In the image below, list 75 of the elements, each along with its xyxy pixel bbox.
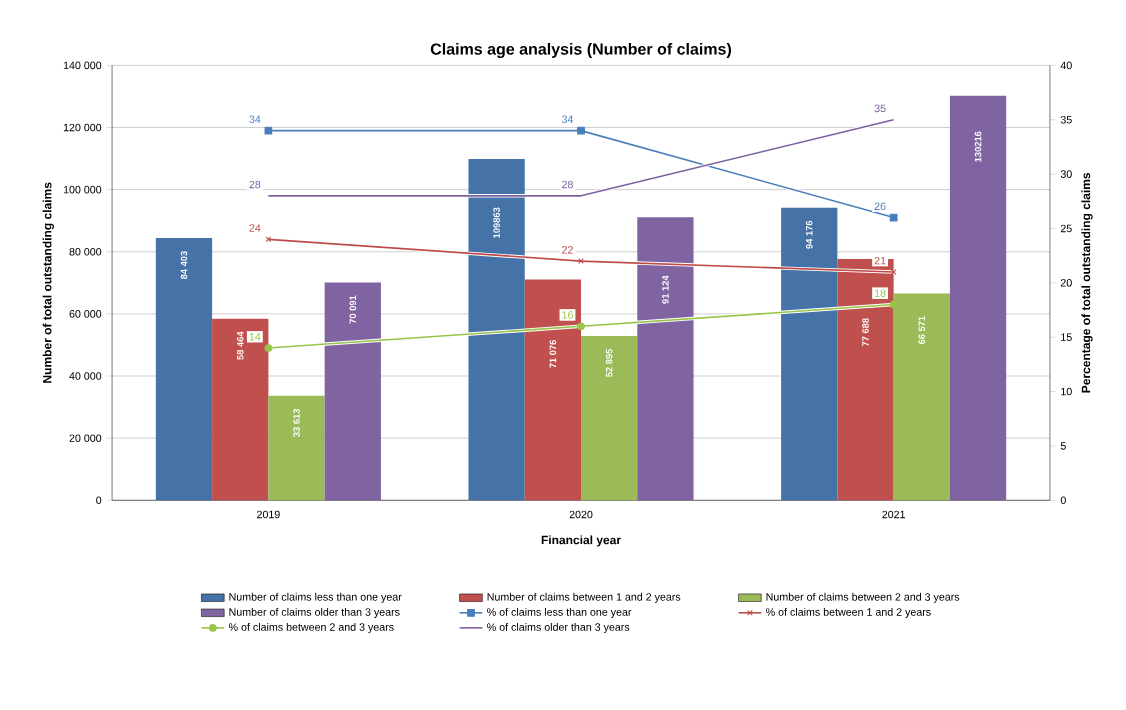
data-label: 52 895 <box>605 349 613 378</box>
point <box>264 344 273 353</box>
data-label: 35 <box>874 104 886 113</box>
bar <box>637 217 694 501</box>
x-axis-title: Financial year <box>541 535 621 547</box>
y-tick-label: 0 <box>96 496 102 505</box>
data-label: 58 464 <box>236 331 244 360</box>
data-label: 16 <box>562 311 573 319</box>
y2-tick-label: 5 <box>1060 442 1066 450</box>
bar <box>324 282 381 501</box>
data-label: 24 <box>249 224 261 232</box>
data-label: 91 124 <box>662 275 669 304</box>
y-tick-label: 140 000 <box>63 61 102 70</box>
x-tick-label: 2021 <box>882 510 905 519</box>
y-tick-label: 60 000 <box>69 310 102 318</box>
point <box>264 126 273 135</box>
data-label: 26 <box>874 202 886 211</box>
data-label: 21 <box>874 257 886 265</box>
y-tick-label: 80 000 <box>69 248 102 256</box>
data-label: 84 403 <box>180 251 188 280</box>
legend-label: Number of claims between 2 and 3 years <box>766 592 960 603</box>
y2-axis-title: Percentage of total outstanding claims <box>1081 173 1093 393</box>
data-label: 18 <box>874 289 886 298</box>
data-label: 66 571 <box>918 316 926 345</box>
chart-title: Claims age analysis (Number of claims) <box>430 43 732 59</box>
data-label: 71 076 <box>549 340 557 368</box>
data-label: 94 176 <box>805 220 813 249</box>
point <box>890 269 897 275</box>
bar <box>524 279 582 501</box>
y2-tick-label: 15 <box>1061 333 1072 342</box>
bar <box>155 238 213 501</box>
legend-label: Number of claims between 1 and 2 years <box>487 592 681 603</box>
data-label: 28 <box>562 180 573 189</box>
y-tick-label: 100 000 <box>63 185 102 194</box>
data-label: 34 <box>249 115 261 124</box>
bar <box>212 318 269 501</box>
x-tick-label: 2020 <box>569 510 593 519</box>
bar <box>949 95 1007 501</box>
bar <box>268 395 325 501</box>
point <box>577 126 585 135</box>
legend-label: % of claims less than one year <box>487 608 632 619</box>
data-label: 130216 <box>974 131 982 162</box>
legend-label: % of claims between 2 and 3 years <box>228 623 394 634</box>
data-label: 70 091 <box>349 295 357 324</box>
y2-tick-label: 20 <box>1060 279 1072 287</box>
y2-tick-label: 30 <box>1060 170 1072 178</box>
y2-tick-label: 0 <box>1060 496 1066 505</box>
bar <box>893 293 950 501</box>
y-tick-label: 40 000 <box>69 372 102 380</box>
y-tick-label: 120 000 <box>63 123 102 132</box>
point <box>265 236 272 243</box>
legend-label: Number of claims less than one year <box>229 592 402 603</box>
legend-label: % of claims older than 3 years <box>487 623 630 634</box>
data-label: 109863 <box>493 207 500 238</box>
bar <box>781 207 838 501</box>
data-label: 28 <box>249 180 261 189</box>
y2-tick-label: 35 <box>1060 116 1072 124</box>
data-label: 22 <box>562 246 573 254</box>
y2-tick-label: 25 <box>1060 224 1072 233</box>
legend-label: Number of claims older than 3 years <box>229 608 400 619</box>
y-axis-title: Number of total outstanding claims <box>42 182 54 383</box>
point <box>889 213 898 222</box>
data-label: 33 613 <box>293 409 300 438</box>
point <box>889 300 898 309</box>
y2-tick-label: 40 <box>1060 61 1072 70</box>
bar <box>468 159 525 501</box>
y2-tick-label: 10 <box>1061 387 1072 396</box>
bar <box>581 336 638 501</box>
legend-label: % of claims between 1 and 2 years <box>766 608 931 619</box>
point <box>577 322 585 331</box>
y-tick-label: 20 000 <box>69 434 102 443</box>
data-label: 34 <box>561 115 574 124</box>
x-tick-label: 2019 <box>257 510 280 519</box>
data-label: 77 688 <box>862 318 869 347</box>
data-label: 14 <box>249 333 261 341</box>
